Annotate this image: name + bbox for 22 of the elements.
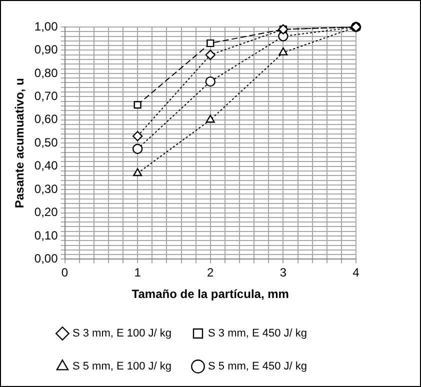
y-tick-label: 0,90 [34,42,58,57]
y-tick-label: 0,00 [34,252,58,266]
x-tick-label: 2 [207,266,214,280]
legend-label: S 3 mm, E 100 J/ kg [72,328,172,340]
y-tick-label: 0,10 [34,228,58,242]
y-tick-label: 0,30 [34,182,58,196]
legend-label: S 5 mm, E 450 J/ kg [208,360,308,373]
x-axis-title: Tamaño de la partícula, mm [132,287,289,302]
y-tick-label: 1,00 [34,19,58,34]
y-tick-label: 0,40 [34,158,58,173]
x-tick-label: 3 [280,266,287,280]
x-tick-label: 4 [352,266,360,280]
y-tick-label: 0,80 [34,66,58,80]
y-tick-label: 0,50 [34,135,58,150]
y-axis-title: Pasante acumuativo, u [12,78,27,208]
legend-label: S 3 mm, E 450 J/ kg [208,328,308,340]
x-tick-label: 0 [61,266,68,280]
y-tick-label: 0,70 [34,88,58,103]
x-tick-label: 1 [134,266,142,280]
y-tick-label: 0,60 [34,112,58,126]
legend-label: S 5 mm, E 100 J/ kg [72,360,172,373]
y-tick-label: 0,20 [34,205,58,220]
